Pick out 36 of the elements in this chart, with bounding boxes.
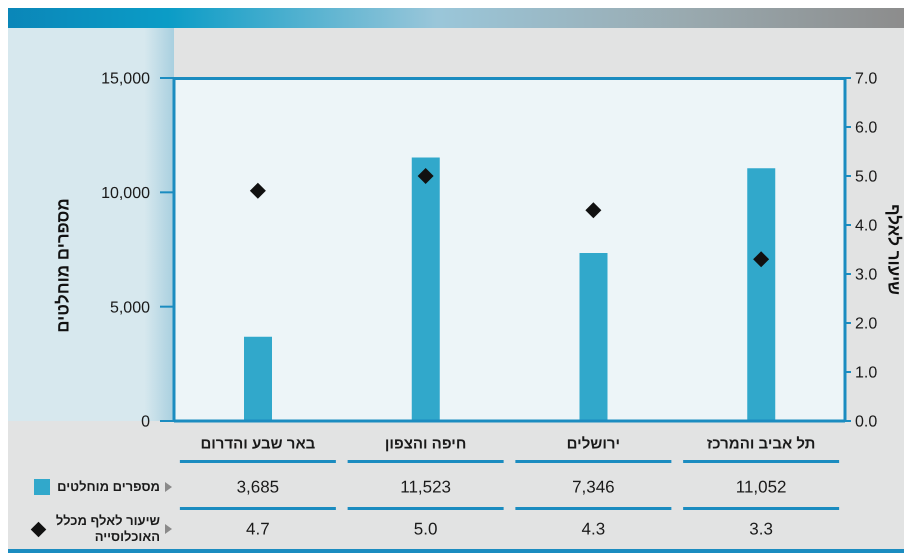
y-tick-label: 0 xyxy=(141,414,150,431)
bar xyxy=(580,253,608,421)
data-label: 7,346 xyxy=(572,478,615,496)
data-label: 11,052 xyxy=(736,478,786,496)
data-label: 3,685 xyxy=(236,478,280,496)
legend-label: מספרים מוחלטים xyxy=(57,479,160,495)
legend-label: שיעור לאלף מכלל האוכלוסייה xyxy=(54,513,160,545)
data-label: 11,523 xyxy=(400,478,451,496)
point xyxy=(418,168,434,184)
data-label: 4.3 xyxy=(582,520,606,538)
y2-tick-label: 1.0 xyxy=(855,364,878,382)
bar xyxy=(412,158,440,421)
bar xyxy=(244,336,272,421)
y2-tick-label: 3.0 xyxy=(855,266,878,284)
point xyxy=(753,251,770,268)
point xyxy=(585,202,602,218)
y2-tick-label: 0.0 xyxy=(855,414,878,431)
y-tick-label: 10,000 xyxy=(101,185,150,202)
y2-tick-label: 5.0 xyxy=(855,168,878,186)
point xyxy=(250,182,266,199)
y-tick-label: 15,000 xyxy=(101,70,150,88)
y2-tick-label: 4.0 xyxy=(855,218,878,235)
data-label: 4.7 xyxy=(246,520,270,538)
y2-tick-label: 6.0 xyxy=(855,120,878,137)
x-tick-label: באר שבע והדרום xyxy=(200,436,316,452)
y2-axis-title: שיעור לאלף xyxy=(884,204,904,296)
bar xyxy=(747,168,776,421)
y2-tick-label: 7.0 xyxy=(855,70,878,88)
y-axis-title: מספרים מוחלטים xyxy=(54,198,72,333)
x-tick-label: תל אביב והמרכז xyxy=(706,436,816,452)
data-label: 5.0 xyxy=(414,520,438,538)
x-tick-label: ירושלים xyxy=(566,436,620,452)
x-tick-label: חיפה והצפון xyxy=(384,436,466,452)
y2-tick-label: 2.0 xyxy=(855,316,878,333)
y-tick-label: 5,000 xyxy=(110,299,150,316)
data-label: 3.3 xyxy=(749,520,773,538)
